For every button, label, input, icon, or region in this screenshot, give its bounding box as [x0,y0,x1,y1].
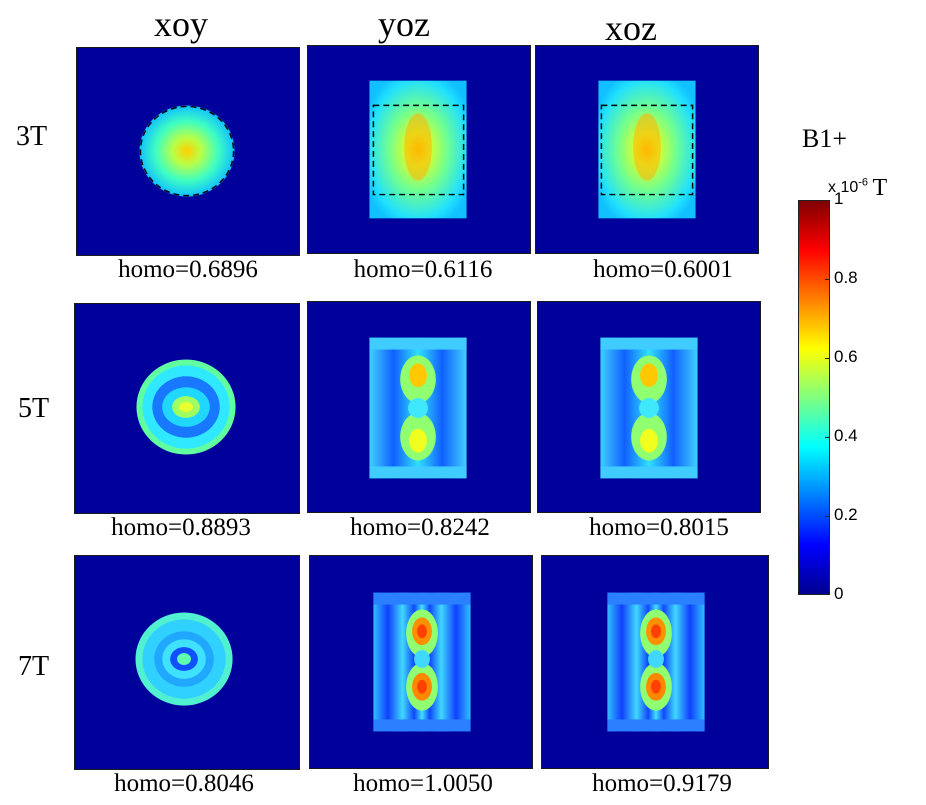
heatmap-5t-xoy [74,303,300,514]
homo-7t-xoz: homo=0.9179 [592,770,732,797]
colorbar-tick-mark [825,516,830,517]
heatmap-5t-xoz [537,301,761,513]
row-label-5t: 5T [18,393,50,424]
colorbar-tick-0-4: 0.4 [834,426,858,445]
colorbar [798,200,830,595]
homo-7t-yoz: homo=1.0050 [353,770,493,797]
homo-3t-yoz: homo=0.6116 [353,256,493,283]
colorbar-tick-0: 0 [834,584,844,603]
homo-5t-yoz: homo=0.8242 [350,514,490,541]
colorbar-tick-0-2: 0.2 [834,505,858,524]
column-title-xoz: xoz [605,8,657,48]
colorbar-title: B1+ [802,124,848,153]
colorbar-unit-exponent: -6 [858,176,869,189]
heatmap-7t-yoz [309,555,533,769]
colorbar-tick-1: 1 [834,189,844,208]
column-title-yoz: yoz [378,4,430,44]
heatmap-3t-yoz [307,45,531,254]
heatmap-7t-xoy [74,555,300,770]
colorbar-tick-0-6: 0.6 [834,347,858,366]
homo-5t-xoz: homo=0.8015 [589,514,729,541]
heatmap-3t-xoy [76,47,300,256]
heatmap-7t-xoz [541,555,769,769]
heatmap-5t-yoz [307,301,531,513]
colorbar-tick-0-8: 0.8 [834,268,858,287]
colorbar-tick-mark [825,279,830,280]
colorbar-unit-suffix: T [872,175,888,201]
colorbar-unit-prefix: x 10 [828,179,859,196]
row-label-3t: 3T [16,121,48,152]
colorbar-tick-mark [825,437,830,438]
homo-7t-xoy: homo=0.8046 [114,770,254,797]
homo-5t-xoy: homo=0.8893 [111,514,251,541]
homo-3t-xoz: homo=0.6001 [593,256,733,283]
homo-3t-xoy: homo=0.6896 [118,256,258,283]
colorbar-tick-mark [825,358,830,359]
column-title-xoy: xoy [154,4,208,44]
row-label-7t: 7T [18,651,50,682]
colorbar-unit: x 10-6 T [828,172,888,201]
heatmap-3t-xoz [535,45,759,254]
